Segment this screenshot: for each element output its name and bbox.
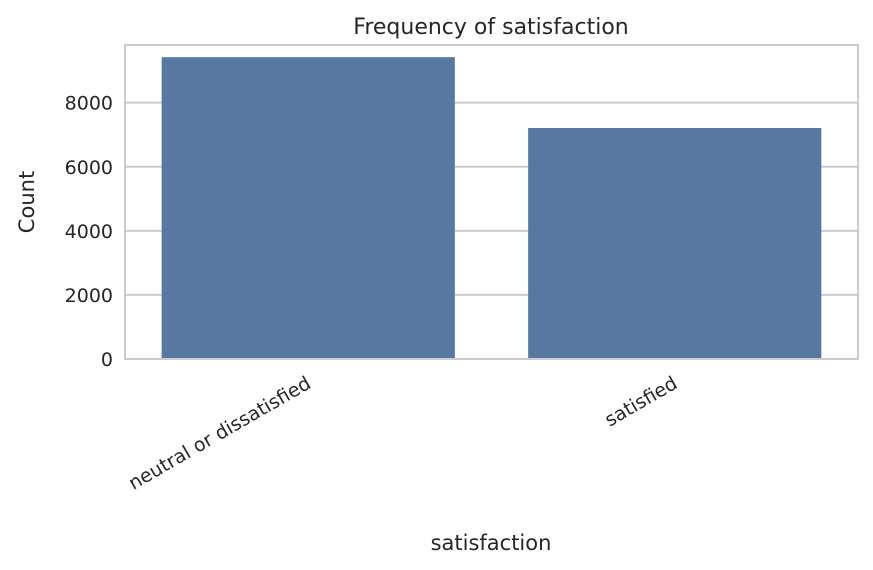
- plot-frame: [124, 44, 859, 360]
- chart-title: Frequency of satisfaction: [353, 15, 628, 40]
- bars: [161, 57, 822, 360]
- y-tick-label: 6000: [65, 157, 113, 179]
- x-tick-label: neutral or dissatisfied: [125, 372, 315, 494]
- y-tick-label: 0: [101, 349, 113, 371]
- bar: [528, 127, 822, 359]
- x-tick-labels: neutral or dissatisfied satisfied: [125, 372, 681, 494]
- y-tick-label: 2000: [65, 285, 113, 307]
- y-tick-label: 4000: [65, 221, 113, 243]
- y-tick-label: 8000: [65, 93, 113, 115]
- bar: [161, 57, 455, 360]
- x-tick-label: satisfied: [601, 372, 681, 431]
- y-axis-label: Count: [15, 171, 39, 233]
- x-axis-label: satisfaction: [431, 531, 552, 555]
- y-tick-labels: 0 2000 4000 6000 8000: [65, 93, 113, 371]
